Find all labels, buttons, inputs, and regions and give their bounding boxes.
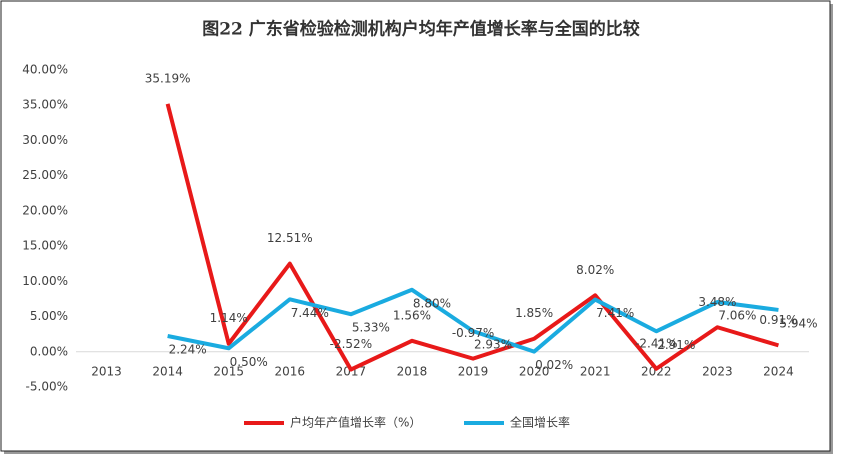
data-label: 1.85% [515,306,553,320]
y-tick-label: 25.00% [22,168,68,182]
data-label: 0.50% [230,355,268,369]
x-tick-label: 2019 [458,365,489,379]
x-tick-label: 2014 [152,365,183,379]
x-tick-label: 2022 [641,365,672,379]
data-label: 12.51% [267,231,313,245]
data-label: 35.19% [145,71,191,85]
data-label: -0.97% [452,326,494,340]
y-tick-label: 20.00% [22,203,68,217]
data-label: 0.91% [759,313,797,327]
data-label: 2.93% [474,338,512,352]
x-tick-label: 2018 [397,365,428,379]
data-label: 2.91% [657,338,695,352]
chart-title: 图22 广东省检验检测机构户均年产值增长率与全国的比较 [202,19,640,40]
data-label: 8.80% [413,296,451,310]
data-label: 0.02% [535,358,573,372]
x-tick-label: 2013 [91,365,122,379]
frame [0,0,831,452]
x-tick-label: 2016 [275,365,306,379]
y-tick-label: 30.00% [22,133,68,147]
x-tick-label: 2021 [580,365,611,379]
data-label: -2.52% [330,337,372,351]
data-label: 5.33% [352,321,390,335]
y-tick-label: 0.00% [30,344,68,358]
y-tick-label: 40.00% [22,63,68,77]
x-tick-label: 2023 [702,365,733,379]
data-label: -2.41% [635,336,677,350]
x-tick-label: 2020 [519,365,550,379]
data-label: 7.44% [291,306,329,320]
y-tick-label: -5.00% [26,380,68,394]
y-tick-label: 5.00% [30,309,68,323]
data-label: 1.56% [393,308,431,322]
x-tick-label: 2024 [763,365,794,379]
data-label: 8.02% [576,263,614,277]
y-tick-label: 10.00% [22,274,68,288]
y-tick-label: 35.00% [22,98,68,112]
data-label: 5.94% [779,316,817,330]
data-label: 3.48% [698,295,736,309]
legend-label: 全国增长率 [510,415,570,430]
data-label: 7.06% [718,309,756,323]
line-series [167,287,779,354]
data-label: 1.14% [210,311,248,325]
legend-label: 户均年产值增长率（%） [290,415,421,430]
line-series [165,103,780,372]
data-label: 2.24% [169,342,207,356]
y-tick-label: 15.00% [22,239,68,253]
data-label: 7.41% [596,306,634,320]
x-tick-label: 2015 [213,365,244,379]
